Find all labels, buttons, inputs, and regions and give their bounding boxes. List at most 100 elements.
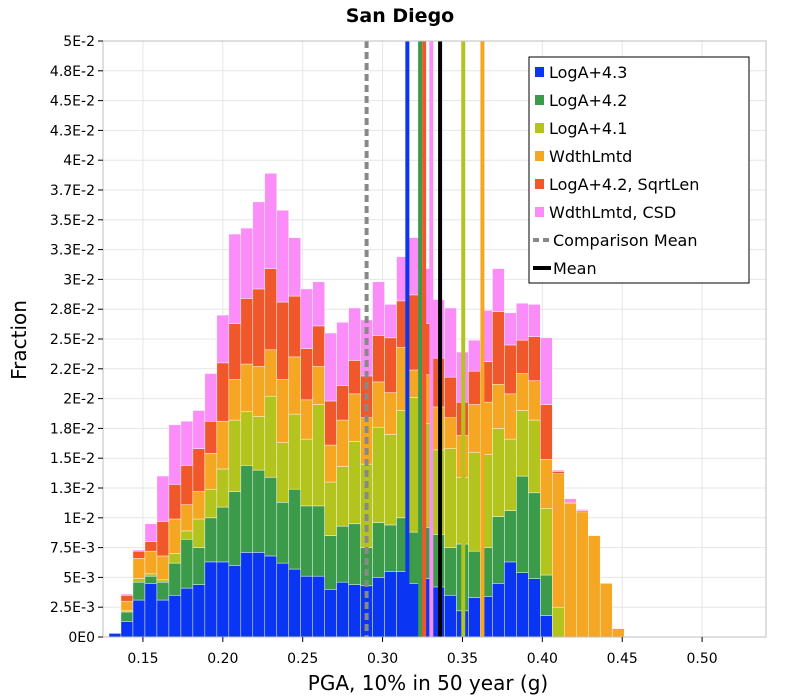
bar-segment bbox=[156, 555, 170, 581]
bar-segment bbox=[252, 552, 266, 638]
bar-segment bbox=[216, 420, 230, 470]
bar-segment bbox=[312, 575, 325, 638]
bar-segment bbox=[276, 379, 290, 444]
bar-segment bbox=[348, 584, 361, 638]
legend-label: LogA+4.2, SqrtLen bbox=[549, 175, 699, 194]
bar-segment bbox=[504, 312, 517, 346]
bar-segment bbox=[336, 322, 349, 386]
bar-segment bbox=[300, 348, 313, 401]
legend-label: LogA+4.3 bbox=[549, 63, 627, 82]
legend-swatch bbox=[535, 151, 544, 161]
bar-segment bbox=[492, 383, 505, 429]
bar-segment bbox=[336, 385, 349, 421]
bar-segment bbox=[516, 373, 529, 411]
bar-segment bbox=[552, 469, 565, 472]
bar-segment bbox=[264, 476, 278, 557]
legend-label: LogA+4.2 bbox=[549, 91, 627, 110]
bar-segment bbox=[384, 392, 397, 435]
bar-segment bbox=[168, 518, 182, 554]
bar-segment bbox=[528, 492, 541, 579]
bar-segment bbox=[228, 491, 242, 566]
bar-segment bbox=[168, 594, 182, 638]
bar-segment bbox=[144, 523, 158, 542]
bar-segment bbox=[120, 593, 134, 596]
bar-segment bbox=[288, 413, 302, 490]
bar-segment bbox=[384, 571, 397, 638]
bar-segment bbox=[252, 416, 266, 471]
bar-segment bbox=[132, 578, 146, 583]
bar-segment bbox=[324, 444, 337, 483]
bar-segment bbox=[312, 366, 325, 405]
bar-segment bbox=[240, 298, 254, 365]
y-tick-label: 0E0 bbox=[68, 630, 95, 646]
y-tick-label: 2.8E-2 bbox=[50, 302, 95, 318]
bar-segment bbox=[324, 481, 337, 536]
y-tick-label: 5E-2 bbox=[63, 34, 95, 50]
bar-segment bbox=[180, 420, 194, 466]
bar-segment bbox=[444, 307, 457, 378]
bar-segment bbox=[204, 561, 218, 638]
bar-segment bbox=[516, 475, 529, 573]
bar-segment bbox=[504, 438, 517, 511]
bar-segment bbox=[120, 611, 134, 622]
bar-segment bbox=[192, 448, 206, 492]
bar-segment bbox=[228, 379, 242, 421]
bar-segment bbox=[492, 268, 505, 312]
y-tick-label: 1E-2 bbox=[63, 511, 95, 527]
y-tick-label: 4.5E-2 bbox=[50, 94, 95, 110]
bar-segment bbox=[384, 304, 397, 339]
y-axis-ticks: 0E0 2.5E-3 5E-3 7.5E-3 1E-2 1.3E-2 1.5E-2 1.8E-… bbox=[50, 34, 103, 646]
bar-segment bbox=[204, 488, 218, 519]
bar-segment bbox=[228, 419, 242, 492]
bar-segment bbox=[599, 583, 613, 638]
bar-segment bbox=[540, 615, 553, 638]
bar-segment bbox=[156, 599, 170, 638]
y-tick-label: 3E-2 bbox=[63, 272, 95, 288]
bar-segment bbox=[180, 465, 194, 505]
bar-segment bbox=[120, 600, 134, 612]
bar-segment bbox=[575, 511, 589, 638]
bar-segment bbox=[168, 562, 182, 596]
bar-segment bbox=[348, 307, 361, 361]
bar-segment bbox=[540, 404, 553, 460]
bar-segment bbox=[144, 550, 158, 575]
bar-segment bbox=[276, 209, 290, 303]
bar-segment bbox=[444, 594, 457, 638]
x-tick-label: 0.30 bbox=[367, 651, 398, 667]
bar-segment bbox=[264, 268, 278, 351]
legend: LogA+4.3 LogA+4.2 LogA+4.1 WdthLmtd LogA+4.2… bbox=[528, 56, 750, 284]
x-tick-label: 0.40 bbox=[527, 651, 558, 667]
legend-label: Comparison Mean bbox=[553, 231, 697, 250]
bar-segment bbox=[144, 575, 158, 584]
legend-swatch bbox=[535, 95, 544, 105]
bar-segment bbox=[312, 505, 325, 577]
bar-segment bbox=[300, 575, 313, 638]
bar-segment bbox=[180, 530, 194, 540]
x-tick-label: 0.15 bbox=[127, 651, 158, 667]
bar-segment bbox=[108, 633, 122, 638]
bar-segment bbox=[516, 410, 529, 477]
bar-segment bbox=[504, 561, 517, 638]
bar-segment bbox=[252, 288, 266, 367]
y-tick-label: 1.3E-2 bbox=[50, 481, 95, 497]
legend-label: Mean bbox=[553, 259, 597, 278]
bar-segment bbox=[228, 565, 242, 638]
bar-segment bbox=[300, 438, 313, 507]
bar-segment bbox=[276, 562, 290, 638]
bar-segment bbox=[611, 628, 625, 638]
bar-segment bbox=[492, 516, 505, 584]
bar-segment bbox=[564, 503, 577, 638]
bar-segment bbox=[372, 381, 385, 428]
bar-segment bbox=[168, 553, 182, 564]
bar-segment bbox=[288, 237, 302, 297]
bar-segment bbox=[228, 233, 242, 324]
bar-segment bbox=[468, 597, 481, 638]
bar-segment bbox=[575, 509, 589, 511]
bar-segment bbox=[504, 393, 517, 440]
bar-segment bbox=[540, 507, 553, 576]
bar-segment bbox=[528, 336, 541, 382]
bar-segment bbox=[276, 442, 290, 503]
bar-segment bbox=[444, 376, 457, 418]
bar-segment bbox=[348, 441, 361, 525]
